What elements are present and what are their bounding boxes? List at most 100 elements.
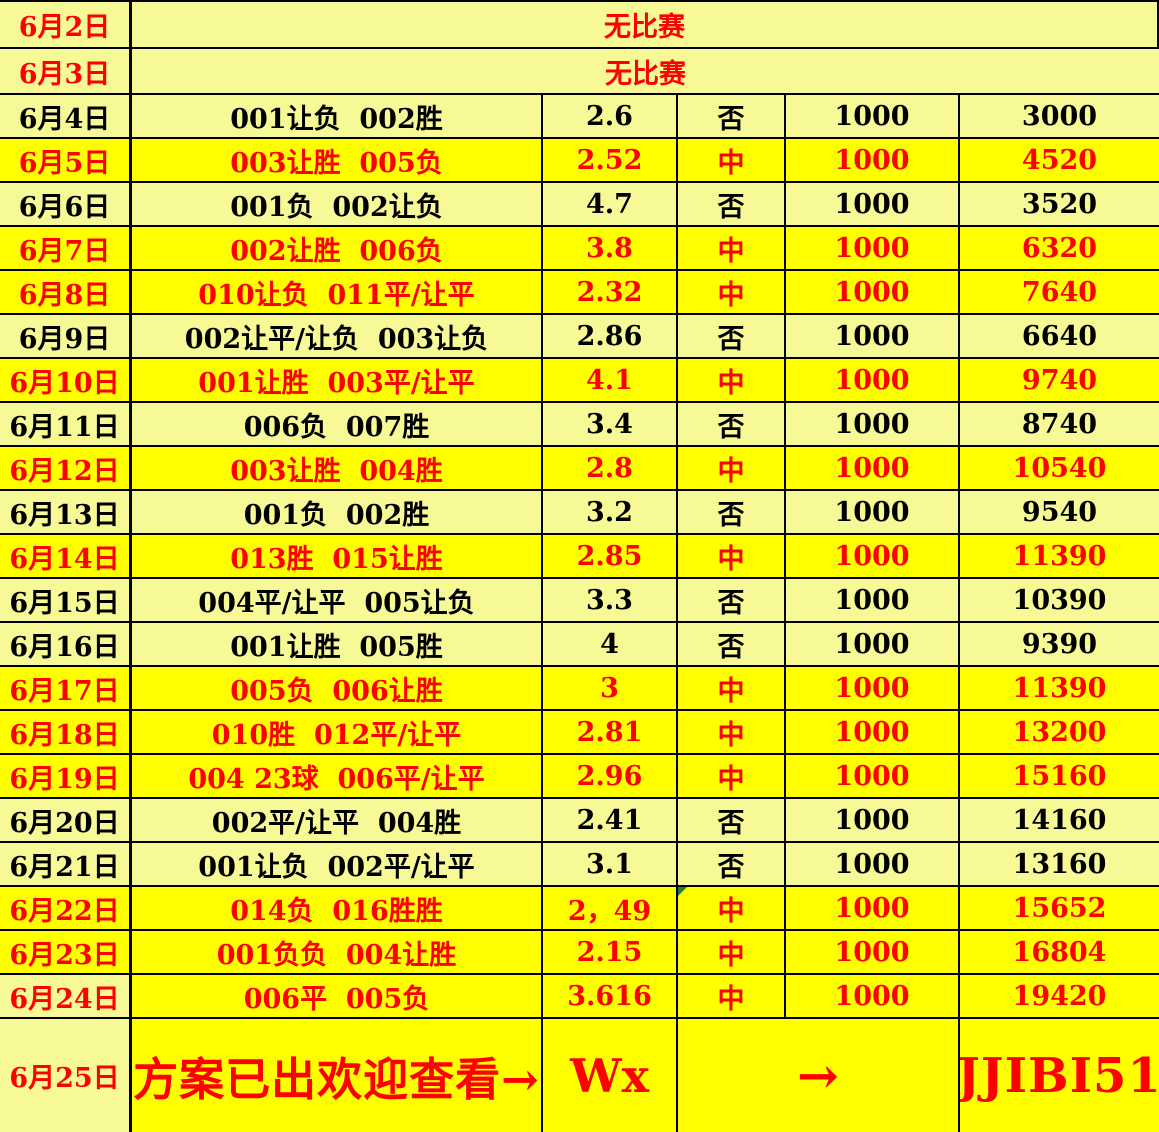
odds-cell-text: 4.1 — [586, 364, 633, 396]
bet-cell: 001负负 004让胜 — [132, 931, 543, 973]
table-row: 6月15日 004平/让平 005让负 3.3 否 1000 10390 — [0, 579, 1159, 623]
stake-cell: 1000 — [786, 315, 960, 357]
date-cell: 6月7日 — [0, 227, 132, 269]
total-cell-text: 9740 — [1021, 364, 1098, 396]
result-cell-text: 否 — [717, 411, 745, 443]
table-row: 6月17日 005负 006让胜 3 中 1000 11390 — [0, 667, 1159, 711]
total-cell-text: 13200 — [1012, 716, 1107, 748]
stake-cell-text: 1000 — [834, 628, 910, 660]
bet-cell-text: 001负负 004让胜 — [216, 939, 457, 971]
promo-text-cell: 方案已出欢迎查看→ — [132, 1019, 543, 1132]
result-cell: 中 — [678, 711, 786, 753]
wechat-cell-text: Wx — [569, 1048, 650, 1103]
result-cell-text: 中 — [717, 235, 745, 267]
bet-cell: 004平/让平 005让负 — [132, 579, 543, 621]
date-cell-text: 6月20日 — [9, 807, 120, 839]
table-row: 6月21日 001让负 002平/让平 3.1 否 1000 13160 — [0, 843, 1159, 887]
result-cell: 否 — [678, 843, 786, 885]
result-cell: 否 — [678, 315, 786, 357]
total-cell-text: 16804 — [1012, 936, 1107, 968]
total-cell: 4520 — [960, 139, 1159, 181]
date-cell-text: 6月17日 — [9, 675, 120, 707]
stake-cell-text: 1000 — [834, 144, 910, 176]
bet-cell: 001让胜 005胜 — [132, 623, 543, 665]
total-cell-text: 8740 — [1021, 408, 1098, 440]
odds-cell-text: 3.3 — [586, 584, 633, 616]
bet-cell: 001让胜 003平/让平 — [132, 359, 543, 401]
date-cell-text: 6月25日 — [9, 1063, 120, 1094]
odds-cell-text: 2.86 — [576, 320, 643, 352]
odds-cell-text: 2，49 — [567, 895, 652, 927]
bet-cell: 003让胜 004胜 — [132, 447, 543, 489]
wechat-cell: Wx — [543, 1019, 678, 1132]
table-row: 6月23日 001负负 004让胜 2.15 中 1000 16804 — [0, 931, 1159, 975]
date-cell: 6月4日 — [0, 95, 132, 137]
bet-cell-text: 001负 002胜 — [243, 499, 430, 531]
total-cell: 10540 — [960, 447, 1159, 489]
odds-cell: 3.2 — [543, 491, 678, 533]
stake-cell-text: 1000 — [834, 100, 910, 132]
total-cell-text: 6640 — [1021, 320, 1098, 352]
odds-cell: 3.1 — [543, 843, 678, 885]
total-cell: 9540 — [960, 491, 1159, 533]
no-match-note: 无比赛 — [132, 2, 1157, 47]
date-cell-text: 6月12日 — [9, 455, 120, 487]
total-cell: 9390 — [960, 623, 1159, 665]
stake-cell-text: 1000 — [834, 276, 910, 308]
bet-cell: 001负 002让负 — [132, 183, 543, 225]
total-cell: 15652 — [960, 887, 1159, 929]
total-cell: 7640 — [960, 271, 1159, 313]
result-cell-text: 中 — [717, 939, 745, 971]
odds-cell: 2.96 — [543, 755, 678, 797]
date-cell: 6月22日 — [0, 887, 132, 929]
stake-cell: 1000 — [786, 139, 960, 181]
no-match-note-text: 无比赛 — [604, 12, 685, 43]
total-cell: 3000 — [960, 95, 1159, 137]
total-cell-text: 14160 — [1012, 804, 1107, 836]
stake-cell: 1000 — [786, 95, 960, 137]
total-cell: 6640 — [960, 315, 1159, 357]
promo-text-cell-text: 方案已出欢迎查看→ — [133, 1053, 540, 1106]
date-cell: 6月16日 — [0, 623, 132, 665]
total-cell-text: 6320 — [1021, 232, 1098, 264]
bet-cell-text: 002平/让平 004胜 — [211, 807, 462, 839]
table-row: 6月6日 001负 002让负 4.7 否 1000 3520 — [0, 183, 1159, 227]
result-cell: 中 — [678, 535, 786, 577]
stake-cell-text: 1000 — [834, 320, 910, 352]
total-cell-text: 3520 — [1021, 188, 1098, 220]
odds-cell-text: 3 — [600, 672, 619, 704]
date-cell-text: 6月9日 — [18, 323, 111, 355]
stake-cell: 1000 — [786, 975, 960, 1017]
result-cell-text: 中 — [717, 543, 745, 575]
table-row: 6月2日 无比赛 — [0, 2, 1159, 49]
stake-cell: 1000 — [786, 887, 960, 929]
bet-cell-text: 001让负 002平/让平 — [198, 851, 475, 883]
stake-cell-text: 1000 — [834, 848, 910, 880]
date-cell: 6月3日 — [0, 49, 132, 93]
result-cell: 中 — [678, 227, 786, 269]
date-cell-text: 6月4日 — [18, 103, 111, 135]
total-cell-text: 4520 — [1021, 144, 1098, 176]
stake-cell: 1000 — [786, 799, 960, 841]
total-cell: 19420 — [960, 975, 1159, 1017]
stake-cell: 1000 — [786, 403, 960, 445]
stake-cell-text: 1000 — [834, 672, 910, 704]
result-cell-text: 否 — [717, 807, 745, 839]
result-cell-text: 中 — [717, 983, 745, 1015]
result-cell: 否 — [678, 579, 786, 621]
date-cell: 6月14日 — [0, 535, 132, 577]
date-cell-text: 6月19日 — [9, 763, 120, 795]
table-row: 6月3日 无比赛 — [0, 49, 1159, 95]
stake-cell: 1000 — [786, 755, 960, 797]
result-cell: 否 — [678, 183, 786, 225]
odds-cell-text: 2.52 — [576, 144, 643, 176]
stake-cell: 1000 — [786, 271, 960, 313]
stake-cell-text: 1000 — [834, 980, 910, 1012]
bet-cell: 001让负 002平/让平 — [132, 843, 543, 885]
table-row: 6月18日 010胜 012平/让平 2.81 中 1000 13200 — [0, 711, 1159, 755]
date-cell-text: 6月10日 — [9, 367, 120, 399]
result-cell-text: 中 — [717, 719, 745, 751]
total-cell-text: 11390 — [1012, 672, 1107, 704]
total-cell: 13160 — [960, 843, 1159, 885]
